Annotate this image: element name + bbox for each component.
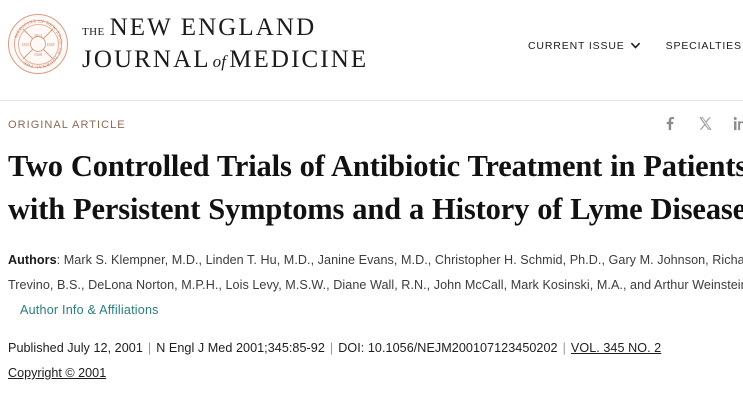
- article-header: ORIGINAL ARTICLE Two Controlled Trials o…: [0, 100, 743, 384]
- pubinfo-separator: |: [329, 341, 334, 355]
- doi-value: DOI: 10.1056/NEJM200107123450202: [338, 341, 558, 355]
- share-buttons: [663, 116, 743, 131]
- published-date: Published July 12, 2001: [8, 341, 143, 355]
- pubinfo-separator: |: [147, 341, 152, 355]
- x-twitter-icon[interactable]: [698, 116, 713, 131]
- nav-item-specialties-label: SPECIALTIES: [665, 40, 742, 52]
- nav-item-current-issue-label: CURRENT ISSUE: [528, 40, 625, 52]
- facebook-icon[interactable]: [663, 116, 678, 131]
- site-header: MEDICINE IN NEW ENGLAND OF JOURNAL THE 1…: [0, 0, 743, 100]
- author-info-affiliations-link[interactable]: Author Info & Affiliations: [20, 303, 159, 317]
- article-title: Two Controlled Trials of Antibiotic Trea…: [8, 149, 743, 226]
- masthead[interactable]: MEDICINE IN NEW ENGLAND OF JOURNAL THE 1…: [8, 13, 368, 74]
- wordmark-the: The: [82, 23, 105, 39]
- wordmark-journal: JOURNAL: [82, 46, 211, 73]
- journal-citation: N Engl J Med 2001;345:85-92: [156, 341, 325, 355]
- header-divider: [0, 100, 743, 101]
- pubinfo-separator: |: [562, 341, 566, 355]
- wordmark-of: of: [212, 52, 227, 71]
- authors-names: Mark S. Klempner, M.D., Linden T. Hu, M.…: [8, 253, 743, 292]
- wordmark-medicine: MEDICINE: [229, 46, 369, 73]
- chevron-down-icon: [630, 41, 640, 50]
- volume-issue-link[interactable]: VOL. 345 NO. 2: [570, 341, 662, 355]
- linkedin-icon[interactable]: [733, 116, 743, 131]
- authors-label: Authors: [8, 253, 57, 267]
- author-list: Authors: Mark S. Klempner, M.D., Linden …: [8, 248, 743, 323]
- copyright-line: Copyright © 2001: [8, 362, 743, 384]
- nejm-wordmark[interactable]: The NEW ENGLAND JOURNAL of MEDICINE: [82, 13, 368, 72]
- publication-info: Published July 12, 2001 | N Engl J Med 200…: [8, 336, 743, 360]
- svg-text:1812: 1812: [34, 33, 42, 38]
- kicker-row: ORIGINAL ARTICLE: [8, 100, 743, 140]
- authors-separator: :: [56, 253, 61, 267]
- svg-text:1823: 1823: [22, 42, 30, 47]
- nav-item-current-issue[interactable]: CURRENT ISSUE: [528, 40, 640, 52]
- nav-item-specialties[interactable]: SPECIALTIES: [666, 40, 743, 52]
- svg-text:OF JOURNAL THE: OF JOURNAL THE: [22, 48, 63, 70]
- primary-navigation: CURRENT ISSUE SPECIALTIES: [528, 40, 743, 52]
- wordmark-new-england: NEW ENGLAND: [109, 14, 317, 41]
- copyright-link[interactable]: Copyright © 2001: [8, 366, 107, 380]
- nejm-seal-icon: MEDICINE IN NEW ENGLAND OF JOURNAL THE 1…: [8, 14, 68, 74]
- article-type-label: ORIGINAL ARTICLE: [8, 119, 126, 131]
- svg-text:1928: 1928: [34, 52, 42, 57]
- svg-text:1828: 1828: [47, 42, 55, 47]
